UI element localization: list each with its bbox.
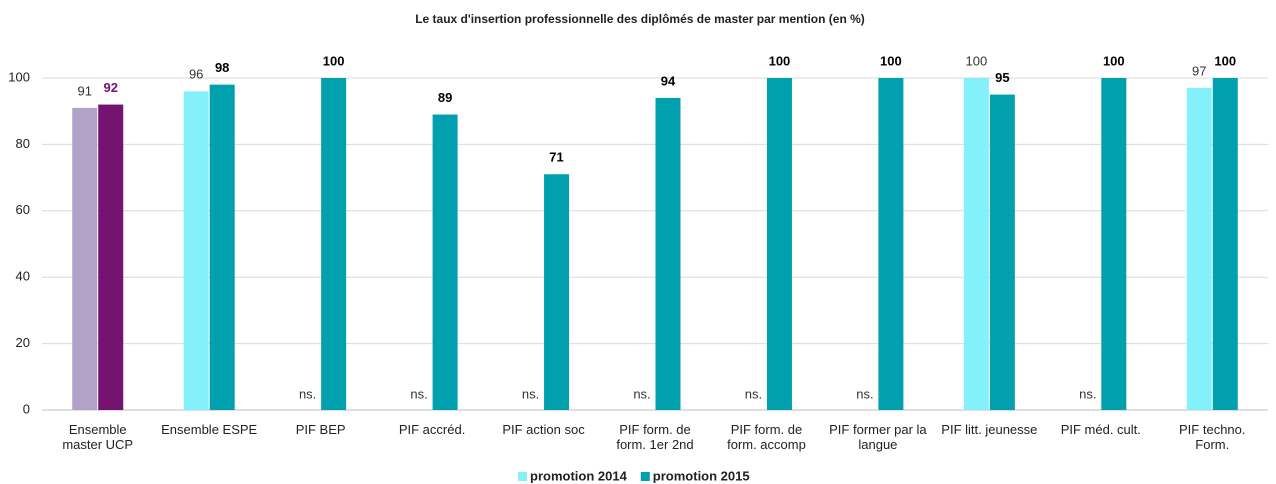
data-label: ns.: [633, 386, 650, 401]
x-tick-label: Ensemble master UCP: [62, 422, 134, 452]
bar: [655, 97, 681, 411]
bar: [209, 84, 235, 410]
x-tick-label: PIF form. de form. 1er 2nd: [616, 422, 694, 452]
data-label: 71: [549, 150, 563, 165]
bar: [183, 91, 209, 410]
x-tick-label: PIF former par la langue: [829, 422, 927, 452]
y-tick-label: 60: [16, 202, 30, 217]
bar: [544, 174, 570, 410]
bar: [1186, 87, 1212, 411]
x-tick-label: Ensemble ESPE: [161, 422, 258, 437]
x-tick-label: PIF BEP: [295, 422, 346, 437]
x-tick-label: PIF action soc: [502, 422, 585, 437]
y-tick-label: 0: [23, 401, 30, 416]
data-label: ns.: [745, 386, 762, 401]
data-label: 100: [323, 53, 345, 68]
bar: [878, 78, 904, 410]
data-label: ns.: [1079, 386, 1096, 401]
bar: [766, 78, 792, 410]
legend-label: promotion 2015: [653, 468, 750, 483]
bar: [321, 78, 347, 410]
bar: [989, 94, 1015, 410]
x-tick-label: PIF techno. Form.: [1179, 422, 1246, 452]
bar: [98, 104, 124, 410]
x-tick-label: PIF méd. cult.: [1060, 422, 1141, 437]
data-label: 100: [880, 53, 902, 68]
y-tick-label: 20: [16, 335, 30, 350]
bar: [963, 78, 989, 410]
data-label: 94: [661, 73, 676, 88]
data-label: 100: [966, 53, 988, 68]
legend-swatch: [518, 472, 527, 481]
data-label: 91: [77, 83, 91, 98]
bar: [432, 114, 458, 411]
data-label: ns.: [299, 386, 316, 401]
data-label: 92: [103, 80, 117, 95]
y-tick-label: 80: [16, 136, 30, 151]
bar: [1101, 78, 1127, 410]
data-label: 97: [1192, 63, 1206, 78]
y-tick-label: 100: [8, 69, 30, 84]
data-label: ns.: [856, 386, 873, 401]
chart-title: Le taux d'insertion professionnelle des …: [415, 12, 865, 26]
data-label: ns.: [410, 386, 427, 401]
data-label: 98: [215, 60, 229, 75]
data-label: 95: [995, 70, 1009, 85]
x-tick-label: PIF accréd.: [398, 422, 466, 437]
data-label: 89: [438, 90, 452, 105]
data-label: 96: [189, 67, 203, 82]
data-label: 100: [769, 53, 791, 68]
data-label: 100: [1103, 53, 1125, 68]
legend-swatch: [640, 472, 650, 481]
y-tick-label: 40: [16, 269, 30, 284]
data-label: ns.: [522, 386, 539, 401]
bar: [72, 107, 98, 410]
x-tick-label: PIF form. de form. accomp: [727, 422, 806, 452]
data-label: 100: [1214, 53, 1236, 68]
legend-label: promotion 2014: [530, 468, 628, 483]
bar: [1212, 78, 1238, 410]
x-tick-label: PIF litt. jeunesse: [941, 422, 1038, 437]
